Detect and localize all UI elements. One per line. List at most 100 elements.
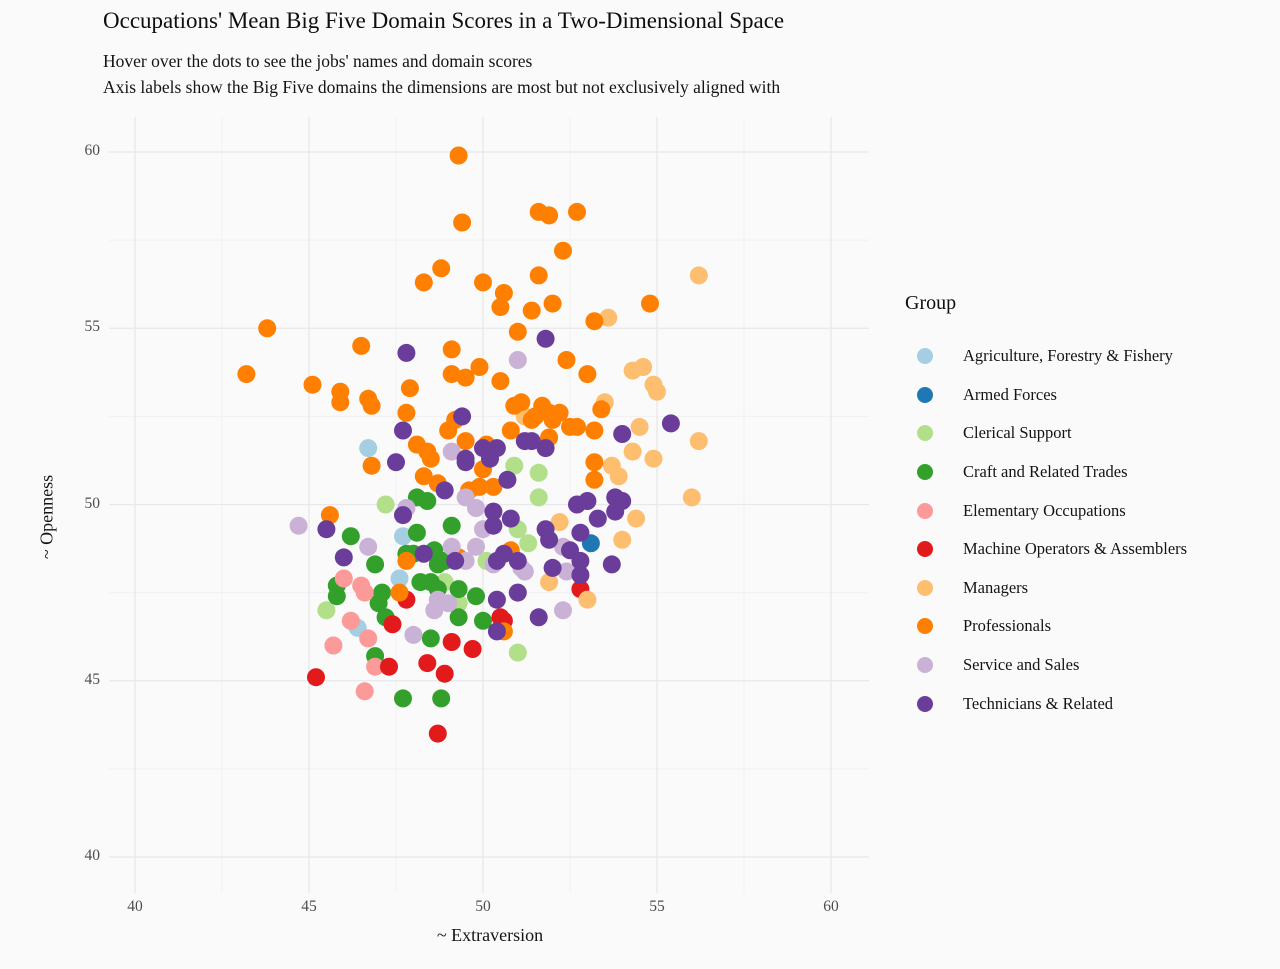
data-point[interactable] bbox=[568, 202, 586, 221]
data-point[interactable] bbox=[599, 308, 618, 327]
legend-item-machine-operators-assemblers[interactable]: Machine Operators & Assemblers bbox=[905, 530, 1187, 569]
data-point[interactable] bbox=[237, 365, 256, 384]
data-point[interactable] bbox=[463, 640, 482, 658]
data-point[interactable] bbox=[394, 506, 412, 525]
data-point[interactable] bbox=[634, 358, 653, 376]
legend-item-elementary-occupations[interactable]: Elementary Occupations bbox=[905, 491, 1187, 530]
data-point[interactable] bbox=[491, 372, 510, 391]
data-point[interactable] bbox=[397, 403, 416, 422]
legend-item-agriculture-forestry-fishery[interactable]: Agriculture, Forestry & Fishery bbox=[905, 337, 1187, 376]
data-point[interactable] bbox=[529, 488, 548, 507]
data-point[interactable] bbox=[481, 449, 499, 468]
data-point[interactable] bbox=[467, 499, 485, 517]
data-point[interactable] bbox=[414, 467, 433, 486]
data-point[interactable] bbox=[474, 273, 492, 292]
legend-item-armed-forces[interactable]: Armed Forces bbox=[905, 376, 1187, 415]
data-point[interactable] bbox=[449, 608, 468, 627]
data-point[interactable] bbox=[540, 206, 559, 225]
data-point[interactable] bbox=[320, 506, 339, 525]
data-point[interactable] bbox=[362, 396, 381, 415]
legend-item-professionals[interactable]: Professionals bbox=[905, 607, 1187, 646]
data-point[interactable] bbox=[578, 365, 597, 384]
data-point[interactable] bbox=[592, 400, 611, 419]
data-point[interactable] bbox=[435, 481, 454, 500]
data-point[interactable] bbox=[648, 382, 666, 401]
data-point[interactable] bbox=[484, 502, 503, 521]
data-point[interactable] bbox=[334, 548, 353, 567]
data-point[interactable] bbox=[501, 509, 520, 528]
data-point[interactable] bbox=[428, 724, 447, 743]
data-point[interactable] bbox=[623, 442, 642, 461]
data-point[interactable] bbox=[258, 319, 277, 338]
data-point[interactable] bbox=[585, 470, 604, 489]
data-point[interactable] bbox=[470, 358, 489, 376]
data-point[interactable] bbox=[522, 301, 541, 320]
data-point[interactable] bbox=[449, 146, 468, 165]
data-point[interactable] bbox=[661, 414, 680, 433]
data-point[interactable] bbox=[529, 266, 548, 285]
data-point[interactable] bbox=[432, 259, 451, 278]
data-point[interactable] bbox=[561, 417, 579, 436]
data-point[interactable] bbox=[494, 284, 513, 302]
data-point[interactable] bbox=[334, 569, 353, 588]
data-point[interactable] bbox=[585, 421, 604, 440]
legend-item-clerical-support[interactable]: Clerical Support bbox=[905, 414, 1187, 453]
data-point[interactable] bbox=[352, 336, 371, 355]
data-point[interactable] bbox=[508, 322, 527, 341]
data-point[interactable] bbox=[394, 421, 412, 440]
data-point[interactable] bbox=[418, 654, 437, 673]
data-point[interactable] bbox=[414, 544, 433, 563]
data-point[interactable] bbox=[439, 421, 458, 440]
data-point[interactable] bbox=[529, 608, 548, 627]
data-point[interactable] bbox=[571, 566, 590, 584]
data-point[interactable] bbox=[456, 453, 475, 472]
data-point[interactable] bbox=[376, 495, 395, 514]
data-point[interactable] bbox=[439, 594, 458, 613]
data-point[interactable] bbox=[453, 213, 472, 232]
data-point[interactable] bbox=[557, 562, 576, 581]
data-point[interactable] bbox=[317, 601, 336, 620]
data-point[interactable] bbox=[453, 407, 472, 426]
data-point[interactable] bbox=[487, 590, 506, 609]
data-point[interactable] bbox=[484, 477, 503, 496]
data-point[interactable] bbox=[508, 583, 527, 602]
data-point[interactable] bbox=[307, 668, 325, 687]
data-point[interactable] bbox=[554, 241, 572, 260]
data-point[interactable] bbox=[613, 530, 632, 549]
data-point[interactable] bbox=[435, 664, 454, 683]
data-point[interactable] bbox=[421, 449, 440, 468]
data-point[interactable] bbox=[390, 583, 409, 602]
data-point[interactable] bbox=[400, 379, 419, 398]
data-point[interactable] bbox=[550, 513, 569, 532]
data-point[interactable] bbox=[588, 509, 607, 528]
data-point[interactable] bbox=[627, 509, 646, 528]
data-point[interactable] bbox=[324, 636, 343, 655]
legend-item-managers[interactable]: Managers bbox=[905, 569, 1187, 608]
data-point[interactable] bbox=[578, 590, 597, 609]
data-point[interactable] bbox=[397, 551, 416, 570]
data-point[interactable] bbox=[508, 551, 527, 570]
data-point[interactable] bbox=[508, 351, 527, 369]
data-point[interactable] bbox=[606, 502, 625, 521]
data-point[interactable] bbox=[505, 456, 524, 475]
data-point[interactable] bbox=[362, 456, 381, 475]
data-point[interactable] bbox=[442, 516, 461, 535]
legend-item-service-and-sales[interactable]: Service and Sales bbox=[905, 646, 1187, 685]
data-point[interactable] bbox=[394, 689, 412, 708]
data-point[interactable] bbox=[578, 492, 597, 510]
data-point[interactable] bbox=[508, 643, 527, 662]
data-point[interactable] bbox=[536, 439, 555, 458]
data-point[interactable] bbox=[487, 551, 506, 570]
data-point[interactable] bbox=[522, 432, 541, 451]
data-point[interactable] bbox=[641, 294, 659, 313]
data-point[interactable] bbox=[498, 470, 517, 489]
data-point[interactable] bbox=[689, 432, 708, 451]
data-point[interactable] bbox=[366, 657, 385, 676]
data-point[interactable] bbox=[470, 477, 489, 496]
data-point[interactable] bbox=[407, 523, 426, 542]
data-point[interactable] bbox=[442, 365, 461, 384]
data-point[interactable] bbox=[487, 622, 506, 641]
data-point[interactable] bbox=[467, 537, 485, 556]
data-point[interactable] bbox=[554, 601, 572, 620]
data-point[interactable] bbox=[331, 393, 350, 412]
